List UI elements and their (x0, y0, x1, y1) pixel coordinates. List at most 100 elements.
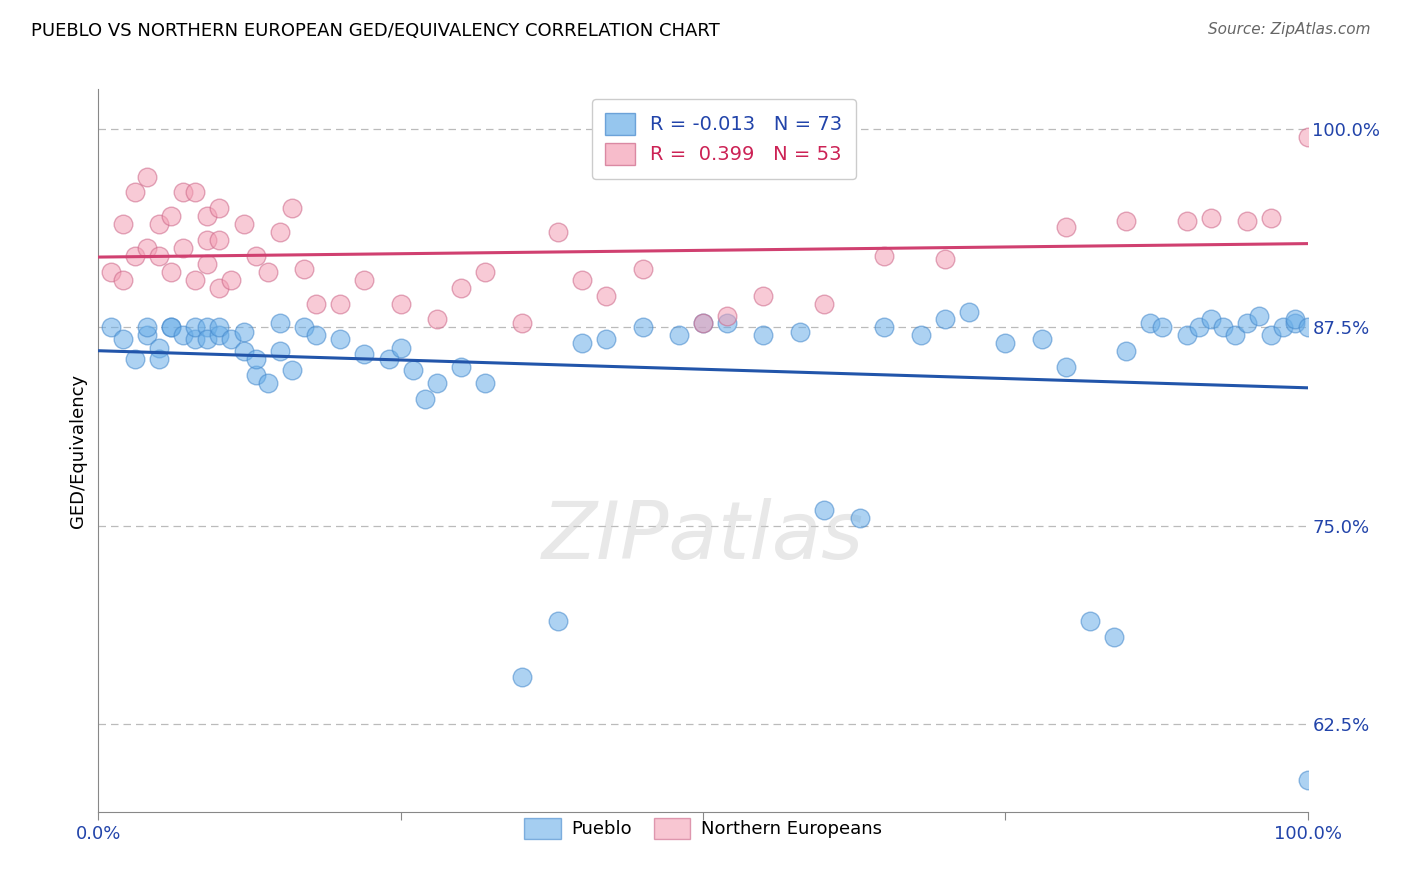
Point (172, 241, 194, 255)
Point (1199, 211, 1222, 225)
Point (221, 273, 243, 287)
Point (873, 320, 896, 334)
Point (389, 341, 412, 355)
Point (208, 320, 231, 334)
Point (111, 273, 134, 287)
Point (510, 670, 533, 684)
Point (221, 331, 243, 345)
Point (1078, 614, 1101, 628)
Y-axis label: GED/Equivalency: GED/Equivalency (69, 374, 87, 527)
Point (1223, 328, 1246, 343)
Point (1031, 331, 1053, 345)
Point (329, 331, 352, 345)
Point (1054, 220, 1077, 235)
Point (474, 376, 496, 390)
Point (184, 273, 207, 287)
Point (402, 363, 425, 377)
Point (849, 511, 872, 525)
Point (100, 265, 122, 279)
Point (752, 288, 775, 302)
Point (1284, 312, 1306, 326)
Point (184, 186, 207, 200)
Point (135, 241, 157, 255)
Point (329, 296, 352, 310)
Point (813, 296, 835, 310)
Point (1102, 630, 1125, 644)
Point (184, 331, 207, 345)
Point (994, 336, 1017, 351)
Point (195, 209, 218, 223)
Point (208, 281, 231, 295)
Point (1260, 328, 1282, 343)
Point (450, 360, 472, 375)
Point (256, 265, 278, 279)
Point (208, 328, 231, 343)
Point (135, 320, 157, 334)
Point (910, 328, 932, 343)
Point (1296, 320, 1319, 334)
Point (135, 328, 157, 343)
Point (232, 217, 254, 231)
Point (1188, 320, 1211, 334)
Point (256, 376, 278, 390)
Point (160, 320, 183, 334)
Point (547, 614, 569, 628)
Point (160, 265, 183, 279)
Point (934, 252, 956, 266)
Point (668, 328, 690, 343)
Point (1260, 211, 1282, 225)
Point (813, 503, 835, 517)
Point (1284, 316, 1306, 330)
Point (1199, 312, 1222, 326)
Point (353, 347, 375, 361)
Point (184, 320, 207, 334)
Point (124, 352, 146, 367)
Point (377, 352, 399, 367)
Text: ZIPatlas: ZIPatlas (541, 498, 865, 576)
Point (269, 344, 291, 359)
Point (389, 296, 412, 310)
Point (281, 202, 304, 216)
Point (148, 341, 170, 355)
Point (111, 331, 134, 345)
Point (148, 352, 170, 367)
Point (631, 320, 654, 334)
Point (353, 273, 375, 287)
Point (1054, 360, 1077, 375)
Point (571, 273, 593, 287)
Point (292, 320, 315, 334)
Point (195, 320, 218, 334)
Point (789, 325, 811, 339)
Point (1236, 214, 1258, 228)
Point (571, 336, 593, 351)
Point (245, 249, 267, 263)
Point (172, 186, 194, 200)
Point (1296, 129, 1319, 144)
Point (100, 320, 122, 334)
Point (716, 316, 738, 330)
Point (160, 209, 183, 223)
Point (195, 331, 218, 345)
Point (1212, 320, 1234, 334)
Point (752, 328, 775, 343)
Point (124, 249, 146, 263)
Point (1115, 214, 1137, 228)
Point (148, 217, 170, 231)
Point (292, 261, 315, 276)
Point (111, 217, 134, 231)
Point (547, 225, 569, 239)
Point (269, 316, 291, 330)
Point (195, 257, 218, 271)
Point (124, 186, 146, 200)
Point (631, 261, 654, 276)
Point (281, 363, 304, 377)
Point (450, 281, 472, 295)
Point (595, 288, 617, 302)
Point (172, 328, 194, 343)
Point (426, 376, 449, 390)
Point (1152, 320, 1174, 334)
Point (305, 296, 328, 310)
Point (426, 312, 449, 326)
Point (692, 316, 714, 330)
Point (1272, 320, 1295, 334)
